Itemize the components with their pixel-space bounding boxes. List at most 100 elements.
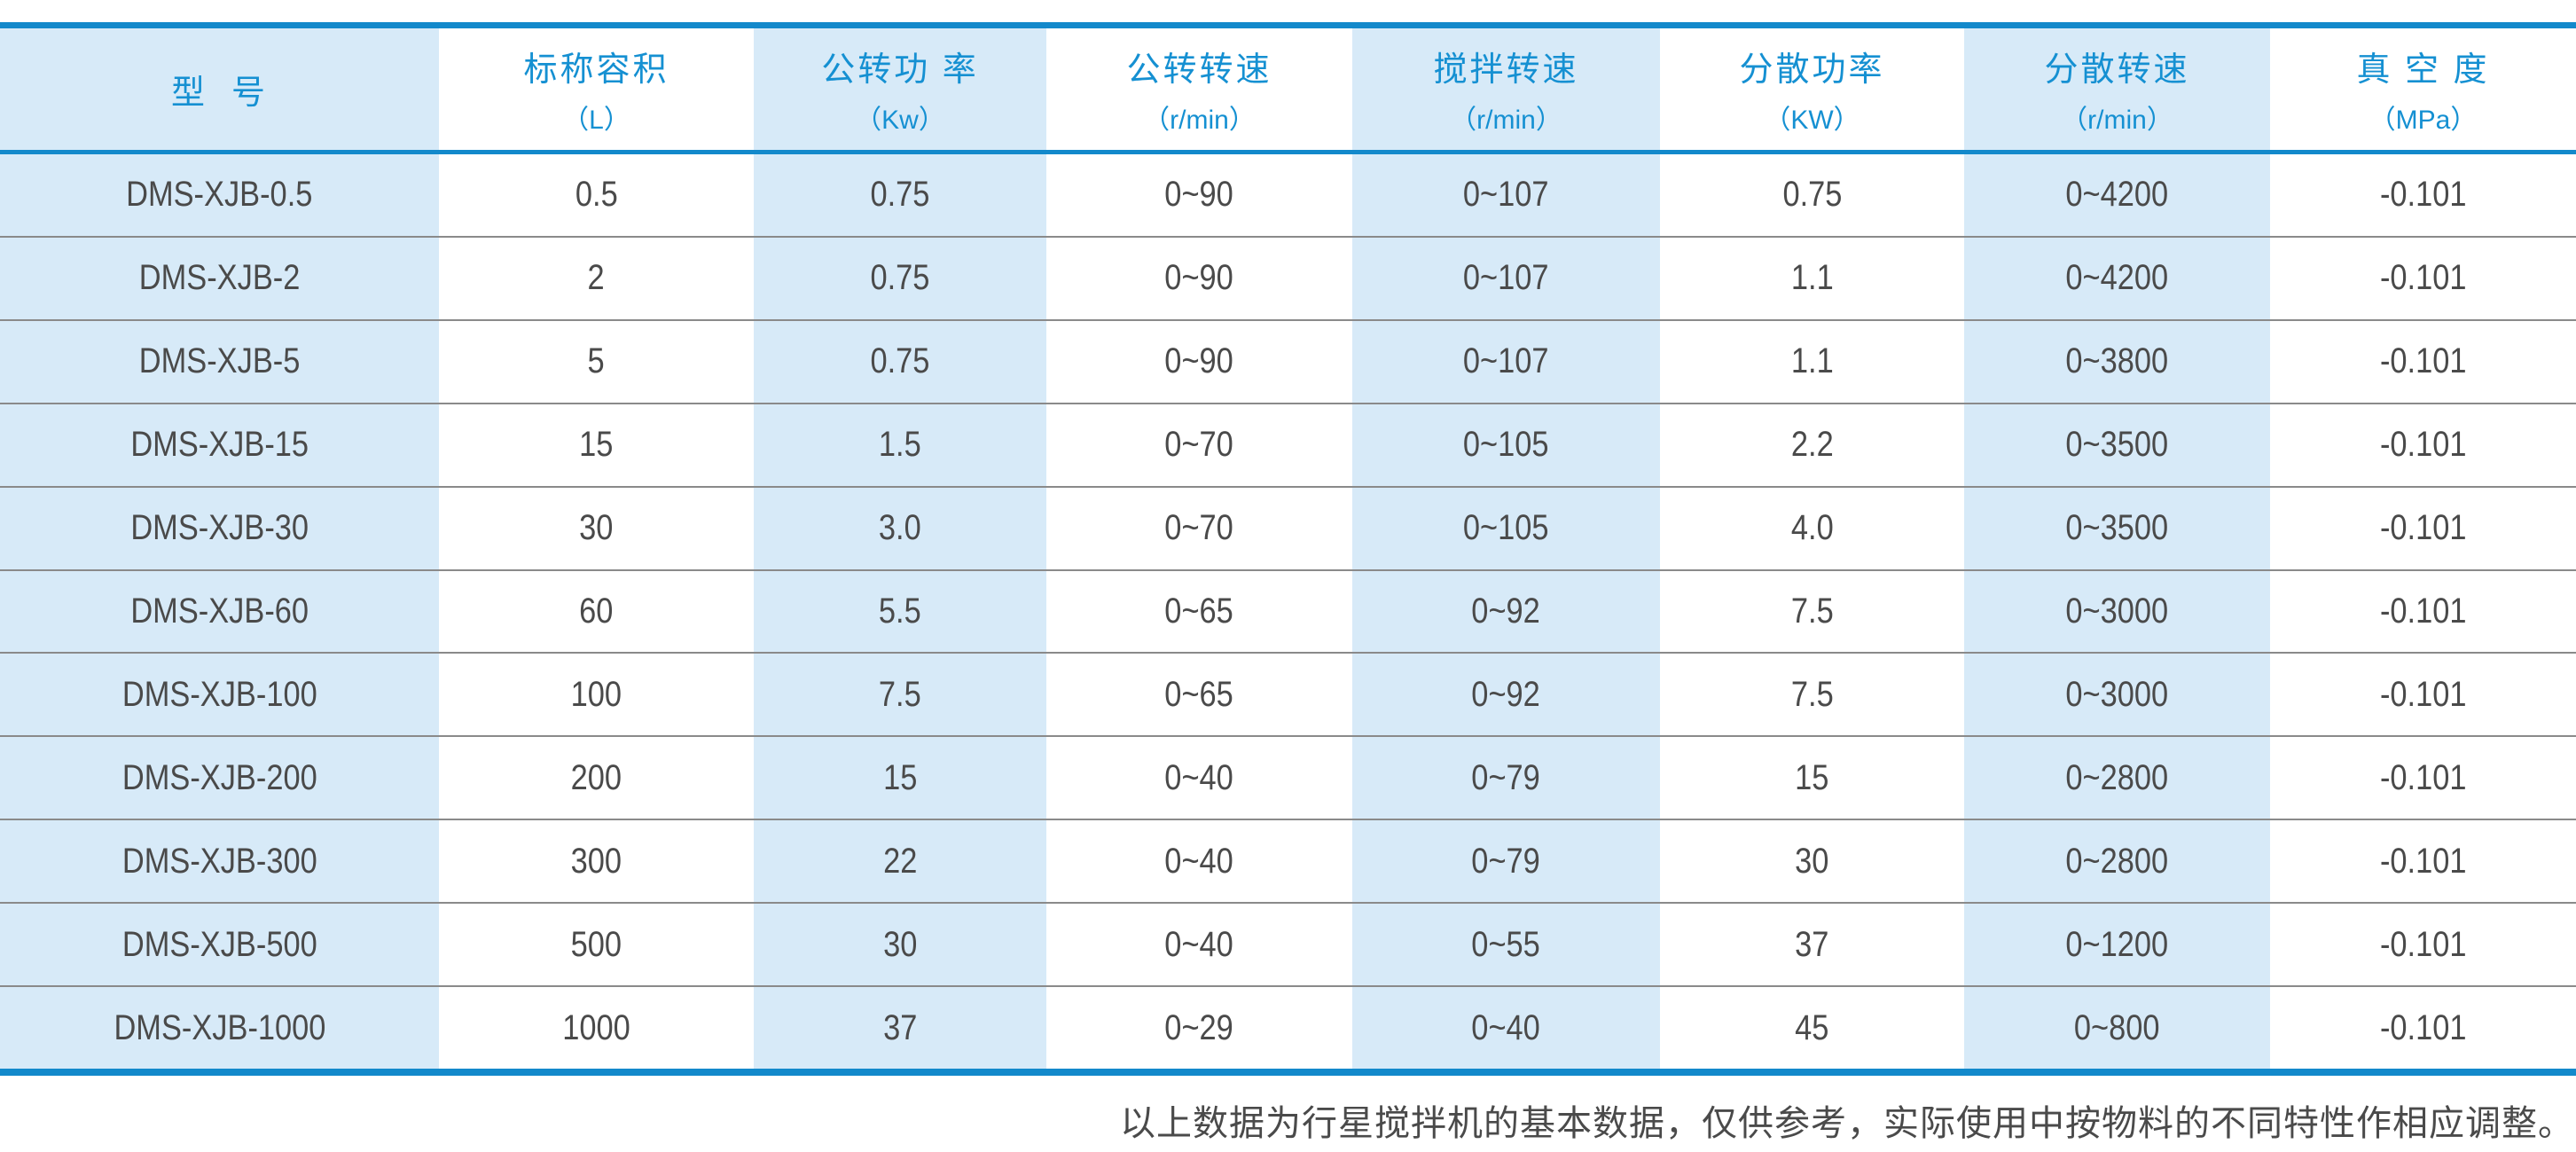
table-cell: 37: [1660, 904, 1964, 986]
table-cell: -0.101: [2270, 404, 2576, 486]
table-cell: 0~2800: [1964, 820, 2270, 903]
cell-value: DMS-XJB-60: [130, 591, 309, 631]
column-header-model: 型 号: [0, 28, 439, 150]
cell-value: 0~3800: [2065, 341, 2169, 381]
column-header-unit: （r/min）: [1143, 106, 1256, 135]
table-cell: -0.101: [2270, 820, 2576, 903]
cell-value: 0~2800: [2065, 757, 2169, 797]
cell-value: 0~55: [1471, 924, 1541, 964]
cell-value: 0~70: [1164, 425, 1234, 465]
model-cell: DMS-XJB-0.5: [0, 154, 439, 236]
table-cell: 0~79: [1352, 737, 1660, 819]
table-cell: -0.101: [2270, 904, 2576, 986]
column-header-revolution-power: 公转功 率 （Kw）: [754, 28, 1046, 150]
cell-value: 1.1: [1790, 341, 1834, 381]
column-header-unit: （r/min）: [2061, 106, 2173, 135]
table-cell: 37: [754, 987, 1046, 1069]
table-cell: 22: [754, 820, 1046, 903]
table-cell: 0~3500: [1964, 404, 2270, 486]
table-cell: 15: [754, 737, 1046, 819]
table-cell: 0~55: [1352, 904, 1660, 986]
column-header-vacuum-degree: 真 空 度 （MPa）: [2270, 28, 2576, 150]
table-cell: 0~3000: [1964, 654, 2270, 736]
cell-value: 0~800: [2074, 1007, 2160, 1047]
table-cell: 0~2800: [1964, 737, 2270, 819]
column-header-label: 分散转速: [2044, 51, 2190, 89]
table-cell: 3.0: [754, 487, 1046, 569]
table-row: DMS-XJB-5 5 0.75 0~90 0~107 1.1 0~3800 -0.101: [0, 318, 2576, 403]
cell-value: 22: [882, 841, 918, 881]
table-cell: -0.101: [2270, 237, 2576, 319]
cell-value: 0~107: [1463, 341, 1549, 381]
model-cell: DMS-XJB-5: [0, 320, 439, 403]
model-cell: DMS-XJB-60: [0, 570, 439, 653]
table-cell: 0~92: [1352, 654, 1660, 736]
cell-value: 37: [882, 1007, 918, 1047]
column-header-label: 分散功率: [1739, 51, 1885, 89]
table-cell: 0~79: [1352, 820, 1660, 903]
cell-value: -0.101: [2379, 674, 2467, 714]
table-top-border: [0, 22, 2576, 28]
table-cell: 0~29: [1046, 987, 1352, 1069]
cell-value: 0~107: [1463, 175, 1549, 215]
cell-value: 0~3000: [2065, 591, 2169, 631]
footer: 以上数据为行星搅拌机的基本数据，仅供参考，实际使用中按物料的不同特性作相应调整。: [0, 1076, 2576, 1152]
cell-value: 0.75: [1782, 175, 1842, 215]
column-header-unit: （Kw）: [855, 106, 945, 135]
cell-value: 0~70: [1164, 508, 1234, 548]
cell-value: 30: [882, 924, 918, 964]
cell-value: 7.5: [879, 674, 921, 714]
model-cell: DMS-XJB-15: [0, 404, 439, 486]
table-cell: 0~1200: [1964, 904, 2270, 986]
cell-value: 0~105: [1463, 425, 1549, 465]
cell-value: 200: [570, 757, 622, 797]
table-cell: -0.101: [2270, 154, 2576, 236]
cell-value: 0~4200: [2065, 175, 2169, 215]
cell-value: 7.5: [1790, 591, 1834, 631]
table-cell: 0.75: [754, 320, 1046, 403]
column-header-label: 真 空 度: [2356, 51, 2490, 89]
cell-value: 0.75: [870, 175, 930, 215]
table-cell: 2.2: [1660, 404, 1964, 486]
cell-value: 0~4200: [2065, 258, 2169, 298]
table-cell: 4.0: [1660, 487, 1964, 569]
column-header-label: 公转功 率: [821, 51, 979, 89]
cell-value: 0~40: [1164, 757, 1234, 797]
column-header-capacity: 标称容积 （L）: [439, 28, 754, 150]
cell-value: DMS-XJB-1000: [114, 1007, 325, 1047]
cell-value: 0~90: [1164, 175, 1234, 215]
cell-value: DMS-XJB-200: [121, 757, 317, 797]
cell-value: DMS-XJB-15: [130, 425, 309, 465]
table-cell: 0~107: [1352, 237, 1660, 319]
table-row: DMS-XJB-0.5 0.5 0.75 0~90 0~107 0.75 0~4200 -0.…: [0, 154, 2576, 236]
column-header-unit: （r/min）: [1450, 106, 1562, 135]
table-cell: 200: [439, 737, 754, 819]
cell-value: 500: [570, 924, 622, 964]
table-cell: 100: [439, 654, 754, 736]
table-cell: 0.75: [1660, 154, 1964, 236]
footer-note: 以上数据为行星搅拌机的基本数据，仅供参考，实际使用中按物料的不同特性作相应调整。: [1120, 1103, 2574, 1144]
cell-value: 0~40: [1471, 1007, 1541, 1047]
cell-value: -0.101: [2379, 341, 2467, 381]
model-cell: DMS-XJB-100: [0, 654, 439, 736]
cell-value: 0~40: [1164, 924, 1234, 964]
cell-value: -0.101: [2379, 258, 2467, 298]
table-cell: 1.5: [754, 404, 1046, 486]
table-cell: -0.101: [2270, 737, 2576, 819]
cell-value: 100: [570, 674, 622, 714]
table-cell: 2: [439, 237, 754, 319]
cell-value: 15: [1795, 757, 1829, 797]
cell-value: 3.0: [879, 508, 921, 548]
cell-value: -0.101: [2379, 425, 2467, 465]
column-header-label: 标称容积: [523, 51, 669, 89]
cell-value: 0.5: [575, 175, 618, 215]
cell-value: DMS-XJB-30: [130, 508, 309, 548]
cell-value: 0~3500: [2065, 425, 2169, 465]
table-cell: 0~105: [1352, 404, 1660, 486]
table-cell: -0.101: [2270, 987, 2576, 1069]
cell-value: 2: [587, 258, 606, 298]
cell-value: -0.101: [2379, 1007, 2467, 1047]
table-cell: 0~105: [1352, 487, 1660, 569]
cell-value: -0.101: [2379, 924, 2467, 964]
table-bottom-border: [0, 1069, 2576, 1076]
